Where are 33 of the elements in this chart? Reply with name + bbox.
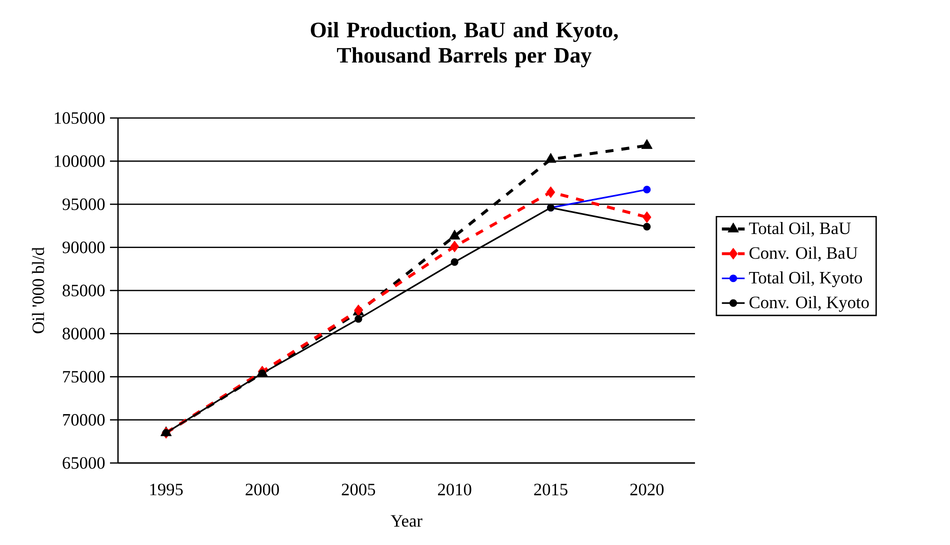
x-tick-label: 2005 (342, 484, 376, 496)
y-tick-label: 80000 (62, 328, 105, 340)
y-tick-label: 105000 (54, 112, 105, 124)
point (449, 230, 460, 240)
x-tick-label: 2000 (246, 484, 279, 496)
point (642, 212, 652, 223)
point (643, 186, 651, 194)
point (643, 222, 651, 230)
x-axis-title: Year (390, 515, 422, 527)
legend-label: Conv. Oil, Kyoto (750, 296, 869, 312)
x-tick-label: 2015 (534, 484, 568, 496)
x-tick-label: 2020 (630, 484, 664, 496)
point (450, 240, 459, 252)
point (258, 369, 266, 378)
chart-title: Oil Production, BaU and Kyoto, Thousand Barrels per Day (310, 22, 618, 68)
point (546, 186, 556, 198)
y-tick-label: 70000 (63, 414, 105, 426)
point (545, 153, 556, 163)
point (354, 315, 362, 323)
y-tick-label: 75000 (63, 370, 105, 383)
legend-label: Total Oil, BaU (749, 222, 851, 237)
y-axis-title: Oil '000 bl/d (32, 247, 44, 334)
y-tick-label: 95000 (62, 198, 105, 210)
point (450, 258, 458, 266)
x-tick-label: 1995 (150, 484, 183, 496)
y-tick-label: 100000 (54, 155, 105, 167)
point (641, 139, 652, 149)
legend-label: Conv. Oil, BaU (750, 246, 858, 262)
y-tick-label: 85000 (62, 284, 105, 296)
y-tick-label: 90000 (62, 242, 105, 254)
y-tick-label: 65000 (62, 457, 105, 469)
legend-label: Total Oil, Kyoto (749, 271, 862, 288)
x-tick-label: 2010 (438, 484, 472, 496)
